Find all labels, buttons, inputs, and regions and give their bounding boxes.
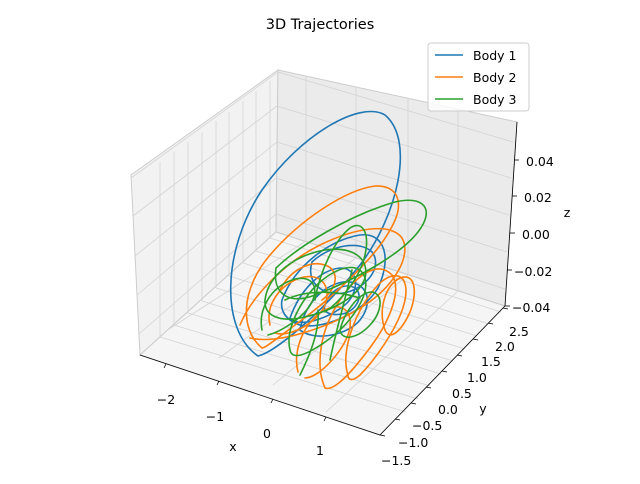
y-tick-label: 2.0 (495, 339, 515, 354)
trajectories (229, 110, 428, 390)
z-tick-label: −0.04 (512, 300, 550, 315)
z-tick-label: 0.02 (524, 190, 552, 205)
grid-lines (130, 71, 514, 413)
x-axis-line (139, 354, 381, 436)
y-tick-label: −1.5 (381, 453, 411, 468)
chart-title: 3D Trajectories (266, 17, 375, 33)
y-tick-label: 0.5 (452, 386, 472, 401)
legend-box (427, 42, 530, 112)
z-tick-label: 0.00 (522, 227, 550, 242)
x-tick-label: 1 (316, 443, 324, 458)
legend-label-body-2: Body 2 (473, 70, 516, 85)
y-tick-labels: −1.5 −1.0 −0.5 0.0 0.5 1.0 1.5 2.0 2.5 (381, 324, 529, 468)
x-tick-label: 0 (263, 426, 271, 441)
x-tick-label: −2 (157, 392, 175, 407)
y-tick-label: −0.5 (412, 418, 442, 433)
y-tick-label: 1.0 (467, 370, 487, 385)
y-tick-label: −1.0 (398, 435, 428, 450)
z-tick-label: 0.04 (526, 154, 554, 169)
x-tick-labels: −2 −1 0 1 (157, 392, 324, 458)
z-axis-line (504, 121, 518, 307)
legend: Body 1 Body 2 Body 3 (427, 42, 530, 112)
series-body-3-line (260, 199, 428, 376)
y-axis-line (379, 305, 506, 436)
z-tick-label: −0.02 (514, 264, 552, 279)
z-tick-labels: −0.04 −0.02 0.00 0.02 0.04 (512, 154, 554, 315)
tick-marks (163, 159, 519, 437)
z-axis-label: z (564, 205, 571, 220)
x-tick-label: −1 (206, 409, 224, 424)
y-tick-label: 0.0 (438, 402, 458, 417)
y-tick-label: 2.5 (509, 324, 529, 339)
x-axis-label: x (229, 439, 236, 454)
y-tick-label: 1.5 (481, 354, 501, 369)
y-axis-label: y (479, 401, 487, 416)
series-body-2-line (239, 185, 416, 390)
legend-label-body-3: Body 3 (473, 92, 516, 107)
legend-label-body-1: Body 1 (473, 48, 516, 63)
axis-lines (139, 121, 518, 436)
